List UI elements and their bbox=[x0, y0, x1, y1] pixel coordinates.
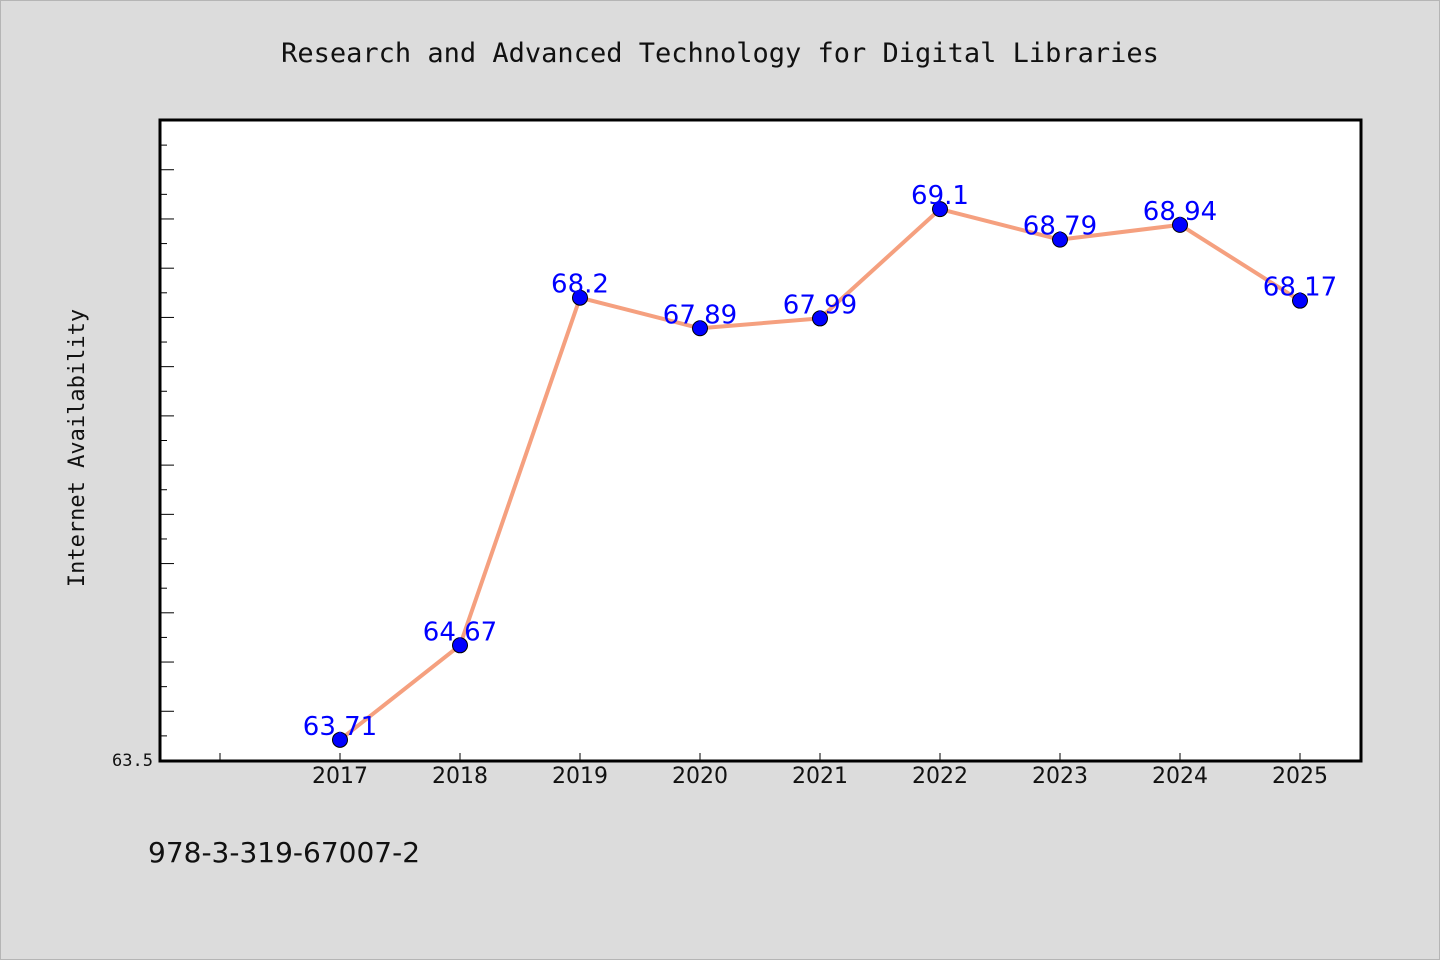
data-point-marker bbox=[332, 731, 348, 748]
x-tick-label: 2021 bbox=[792, 764, 848, 789]
data-value-label: 64.67 bbox=[423, 617, 497, 647]
x-tick-label: 2025 bbox=[1272, 764, 1328, 789]
data-value-label: 67.99 bbox=[783, 290, 857, 320]
x-tick-label: 2017 bbox=[312, 764, 368, 789]
y-axis-ticks bbox=[160, 120, 174, 761]
y-axis-min-label: 63.5 bbox=[112, 751, 153, 771]
data-value-label: 63.71 bbox=[303, 712, 377, 742]
series-line-group: 63.71 64.67 68.2 67.89 67.99 69.1 68.79 68.94 68… bbox=[303, 181, 1337, 748]
x-tick-label: 2022 bbox=[912, 764, 968, 789]
data-point-marker bbox=[572, 289, 588, 306]
x-tick-label: 2018 bbox=[432, 764, 488, 789]
data-point-marker bbox=[1052, 231, 1068, 248]
data-point-marker bbox=[812, 310, 828, 327]
data-point-marker bbox=[1172, 216, 1188, 233]
data-value-label: 67.89 bbox=[663, 300, 737, 330]
data-value-label: 69.1 bbox=[911, 181, 969, 211]
data-point-marker bbox=[932, 201, 948, 218]
data-value-label: 68.2 bbox=[551, 270, 609, 300]
data-point-marker bbox=[452, 637, 468, 654]
data-value-label: 68.79 bbox=[1023, 212, 1097, 242]
chart-title: Research and Advanced Technology for Dig… bbox=[281, 38, 1159, 69]
data-point-marker bbox=[692, 320, 708, 337]
data-value-label: 68.94 bbox=[1143, 197, 1217, 227]
data-value-label: 68.17 bbox=[1263, 273, 1337, 303]
data-point-marker bbox=[1292, 292, 1308, 309]
x-axis-ticks bbox=[219, 753, 1301, 761]
isbn-footer: 978-3-319-67007-2 bbox=[148, 836, 421, 869]
x-tick-label: 2024 bbox=[1152, 764, 1208, 789]
x-axis-tick-labels: 2017 2018 2019 2020 2021 2022 2023 2024 2025 bbox=[312, 764, 1328, 789]
x-tick-label: 2023 bbox=[1032, 764, 1088, 789]
y-axis-title: Internet Availability bbox=[65, 309, 90, 587]
x-tick-label: 2020 bbox=[672, 764, 728, 789]
x-tick-label: 2019 bbox=[552, 764, 608, 789]
